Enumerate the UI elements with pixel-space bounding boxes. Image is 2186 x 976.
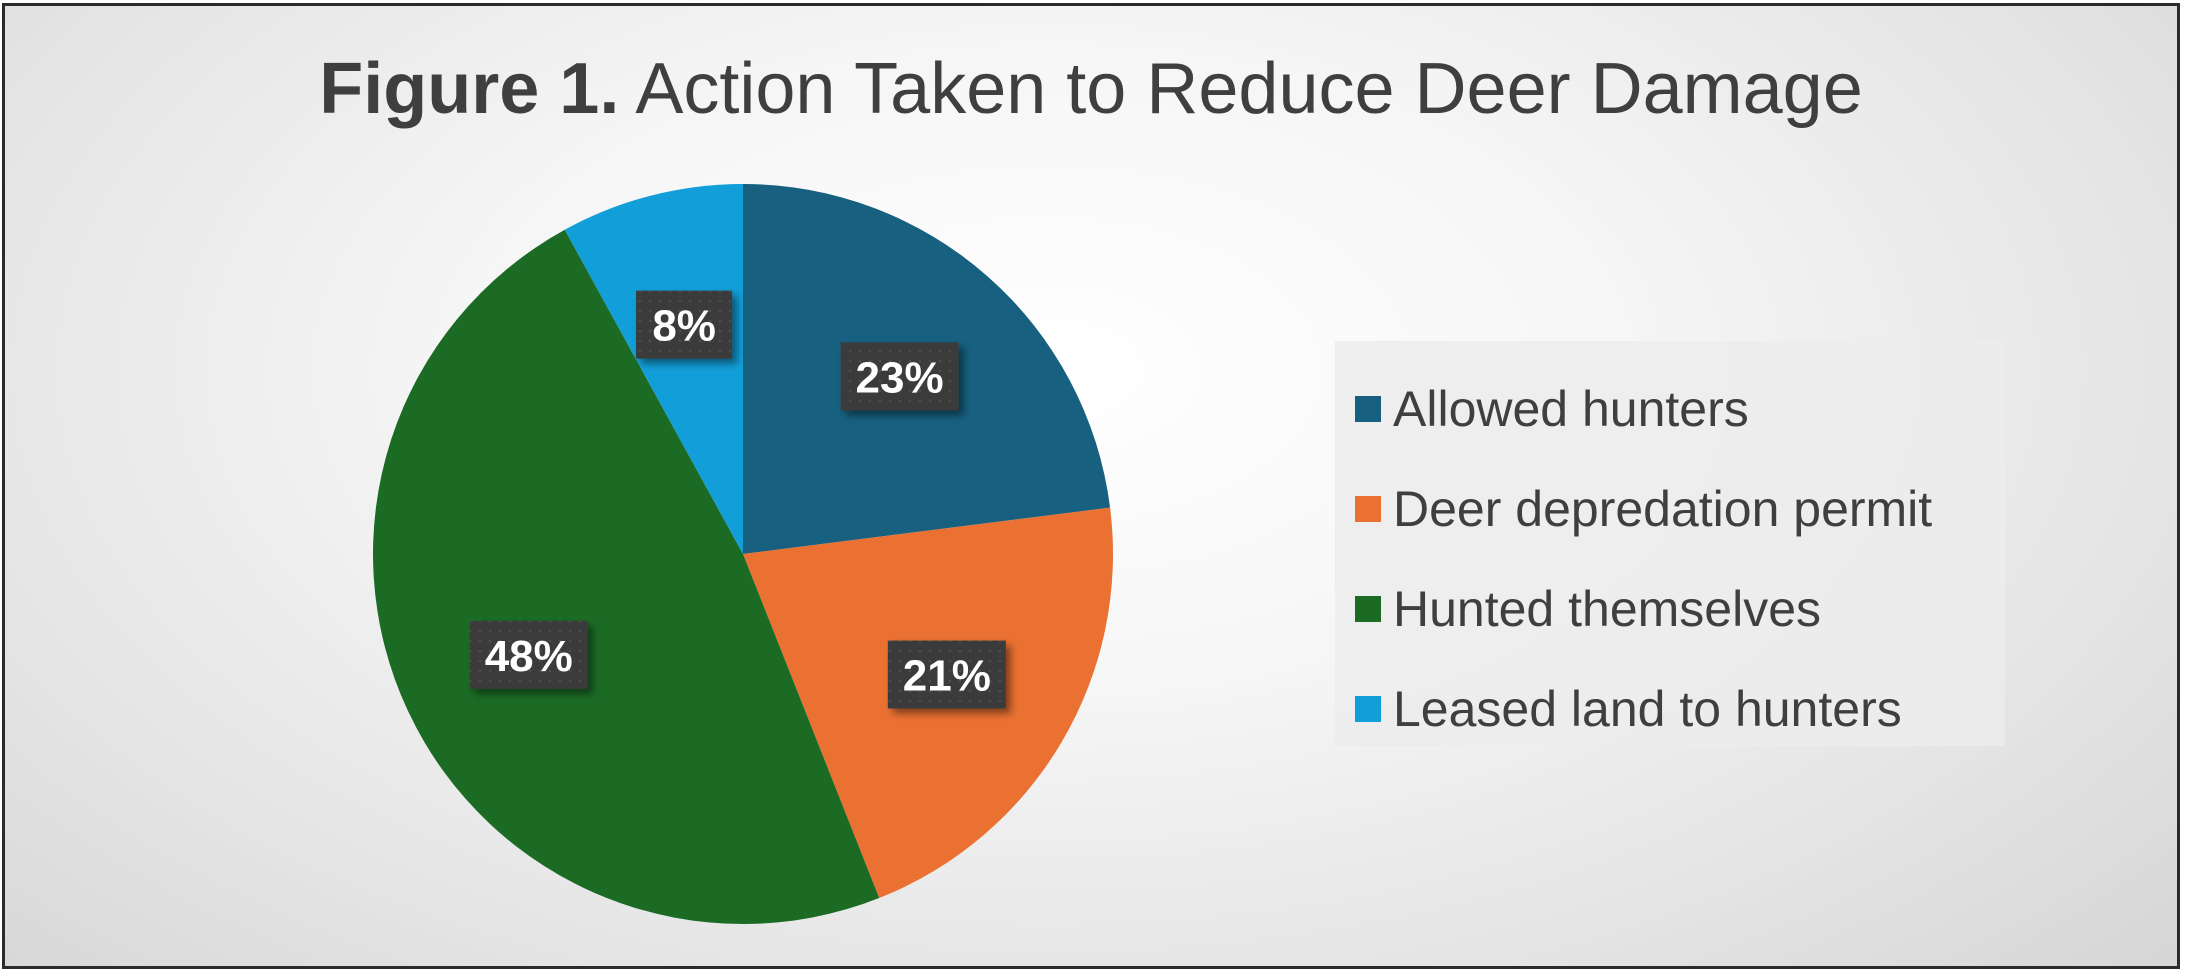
legend-item-allowed-hunters: Allowed hunters <box>1355 359 2005 459</box>
legend-label: Allowed hunters <box>1393 381 1749 437</box>
legend-swatch <box>1355 396 1381 422</box>
data-label-leased-land-to-hunters: 8% <box>636 290 733 359</box>
legend-swatch <box>1355 596 1381 622</box>
chart-title: Figure 1. Action Taken to Reduce Deer Da… <box>5 44 2177 134</box>
figure-title-text: Action Taken to Reduce Deer Damage <box>635 49 1863 129</box>
data-label-text: 21% <box>903 652 991 701</box>
data-label-text: 8% <box>652 302 716 351</box>
legend-label: Deer depredation permit <box>1393 481 1933 537</box>
chart-frame: Figure 1. Action Taken to Reduce Deer Da… <box>2 3 2180 969</box>
data-label-text: 48% <box>485 632 573 681</box>
pie-slice-hunted-themselves <box>373 229 880 924</box>
legend-swatch <box>1355 496 1381 522</box>
figure-number: Figure 1. <box>319 49 620 129</box>
legend-label: Leased land to hunters <box>1393 681 1902 737</box>
data-label-deer-depredation-permit: 21% <box>887 640 1006 709</box>
legend-item-deer-depredation-permit: Deer depredation permit <box>1355 459 2005 559</box>
pie-chart: 23% 21% 48% 8% <box>373 184 1113 924</box>
pie-data-labels: 23% 21% 48% 8% <box>469 290 1006 709</box>
legend-label: Hunted themselves <box>1393 581 1822 637</box>
pie-slices <box>373 184 1113 924</box>
pie-slice-leased-land-to-hunters <box>564 184 743 554</box>
data-label-text: 23% <box>856 353 944 402</box>
data-label-hunted-themselves: 48% <box>469 620 588 689</box>
legend-item-hunted-themselves: Hunted themselves <box>1355 559 2005 659</box>
data-label-allowed-hunters: 23% <box>840 342 959 411</box>
legend-swatch <box>1355 696 1381 722</box>
legend-item-leased-land-to-hunters: Leased land to hunters <box>1355 659 2005 759</box>
legend: Allowed hunters Deer depredation permit Hu… <box>1335 341 2005 746</box>
